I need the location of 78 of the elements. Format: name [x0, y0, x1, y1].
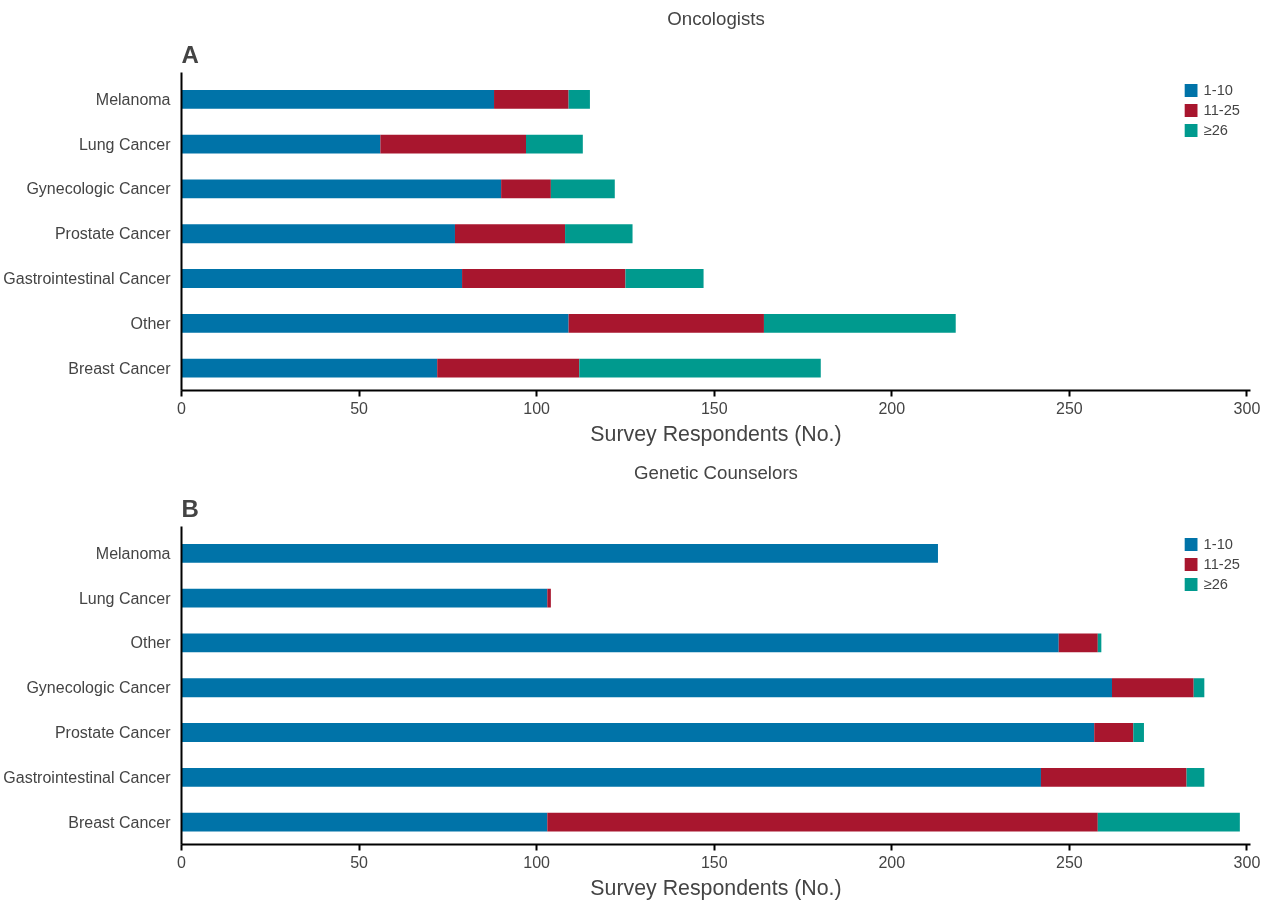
x-tick-label: 200: [878, 399, 906, 417]
bar: [494, 89, 569, 109]
bar: [1040, 767, 1187, 787]
x-tick-label: 0: [177, 399, 187, 417]
x-tick-label: 250: [1056, 853, 1083, 871]
x-axis-title: Survey Respondents (No.): [590, 875, 842, 900]
bar: [1133, 723, 1144, 742]
legend-label: 1-10: [1203, 536, 1233, 552]
x-tick-label: 250: [1056, 399, 1083, 417]
bar: [181, 678, 1112, 698]
bar: [181, 723, 1095, 742]
bar: [437, 358, 580, 378]
y-tick-label: Melanoma: [95, 544, 171, 562]
bar: [181, 633, 1059, 653]
bar: [181, 179, 502, 199]
bar: [763, 313, 956, 333]
bar: [181, 543, 938, 563]
bar: [454, 224, 566, 244]
bar: [501, 179, 551, 199]
x-axis-title: Survey Respondents (No.): [590, 421, 842, 446]
y-tick-label: Prostate Cancer: [54, 724, 172, 742]
bar: [380, 134, 526, 154]
bar: [1058, 633, 1098, 653]
bar: [565, 224, 633, 244]
bar: [181, 358, 438, 378]
y-tick-label: Other: [130, 314, 172, 332]
bar: [579, 358, 821, 378]
legend-label: 11-25: [1203, 556, 1240, 572]
x-tick-label: 100: [523, 853, 551, 871]
bar: [568, 89, 590, 109]
y-tick-label: Gynecologic Cancer: [26, 679, 172, 697]
text: B: [181, 494, 199, 522]
bar: [181, 89, 495, 109]
x-tick-label: 100: [523, 399, 551, 417]
bar: [181, 269, 463, 288]
bar: [1094, 723, 1134, 742]
legend-label: ≥26: [1203, 122, 1228, 138]
text: A: [181, 40, 199, 68]
x-tick-label: 150: [700, 853, 728, 871]
y-tick-label: Melanoma: [95, 90, 171, 108]
chart-title: Genetic Counselors: [634, 461, 798, 483]
x-tick-label: 0: [177, 853, 187, 871]
bar: [625, 269, 704, 288]
y-tick-label: Gastrointestinal Cancer: [3, 768, 172, 786]
y-tick-label: Lung Cancer: [78, 135, 172, 153]
bar: [181, 313, 569, 333]
x-tick-label: 150: [700, 399, 728, 417]
y-tick-label: Breast Cancer: [68, 813, 172, 831]
legend-label: 11-25: [1203, 102, 1240, 118]
bar: [462, 269, 626, 288]
legend-label: ≥26: [1203, 576, 1228, 592]
y-tick-label: Other: [130, 634, 172, 652]
legend-label: 1-10: [1203, 82, 1233, 98]
bar: [181, 767, 1041, 787]
bar: [1097, 812, 1240, 832]
y-tick-label: Gynecologic Cancer: [26, 180, 172, 198]
bar: [181, 588, 548, 608]
bar: [1186, 767, 1205, 787]
x-tick-label: 300: [1233, 399, 1261, 417]
bar: [181, 224, 455, 244]
bar: [568, 313, 764, 333]
bar: [1111, 678, 1194, 698]
x-tick-label: 50: [350, 853, 369, 871]
bar: [181, 134, 381, 154]
bar: [181, 812, 548, 832]
y-tick-label: Gastrointestinal Cancer: [3, 270, 172, 288]
y-tick-label: Prostate Cancer: [54, 225, 172, 243]
bar: [547, 588, 551, 608]
chart-title: Oncologists: [667, 7, 765, 29]
bar: [550, 179, 615, 199]
bar: [547, 812, 1098, 832]
y-tick-label: Breast Cancer: [68, 359, 172, 377]
y-tick-label: Lung Cancer: [78, 589, 172, 607]
bar: [525, 134, 583, 154]
x-tick-label: 300: [1233, 853, 1261, 871]
x-tick-label: 50: [350, 399, 369, 417]
x-tick-label: 200: [878, 853, 906, 871]
bar: [1193, 678, 1205, 698]
